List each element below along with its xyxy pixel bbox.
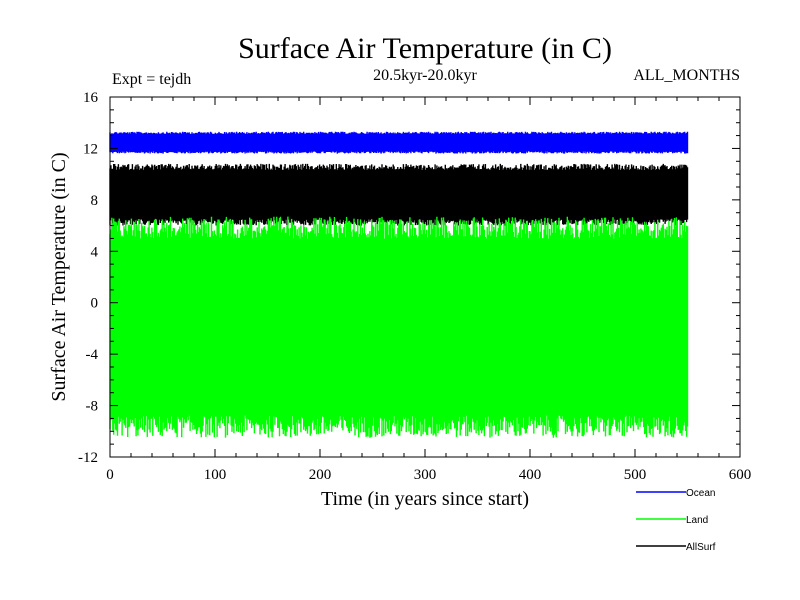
y-tick-label: 8 [91,193,99,209]
series-line-ocean [109,131,689,154]
legend: Ocean Land AllSurf [636,488,716,553]
y-tick-label: -4 [86,347,99,363]
annotation-expt: Expt = tejdh [112,71,191,88]
annotation-months: ALL_MONTHS [633,67,740,84]
legend-label-land: Land [686,515,708,526]
y-tick-label: 4 [91,244,99,260]
y-axis: -12 -8 -4 0 4 8 12 16 [78,90,740,466]
x-axis-label: Time (in years since start) [321,488,529,510]
x-tick-label: 100 [204,467,227,483]
y-tick-label: 16 [83,90,99,106]
legend-label-ocean: Ocean [686,488,715,499]
series-land [109,216,689,438]
chart-title: Surface Air Temperature (in C) [238,32,612,65]
x-tick-label: 0 [106,467,114,483]
legend-label-allsurf: AllSurf [686,542,716,553]
series-allsurf [109,163,689,226]
y-tick-label: -12 [78,450,98,466]
x-tick-label: 500 [624,467,647,483]
y-axis-label: Surface Air Temperature (in C) [48,152,70,401]
x-tick-label: 300 [414,467,437,483]
chart-subtitle: 20.5kyr-20.0kyr [373,67,477,84]
x-tick-label: 200 [309,467,332,483]
series-line-land [109,216,689,438]
series-line-allsurf [109,163,689,226]
x-tick-label: 400 [519,467,542,483]
x-axis: 0 100 200 300 400 500 600 [106,97,751,483]
plot-series [109,131,689,438]
x-tick-label: 600 [729,467,752,483]
series-ocean [109,131,689,154]
y-tick-label: 0 [91,296,99,312]
y-tick-label: 12 [83,141,98,157]
y-tick-label: -8 [86,399,99,415]
